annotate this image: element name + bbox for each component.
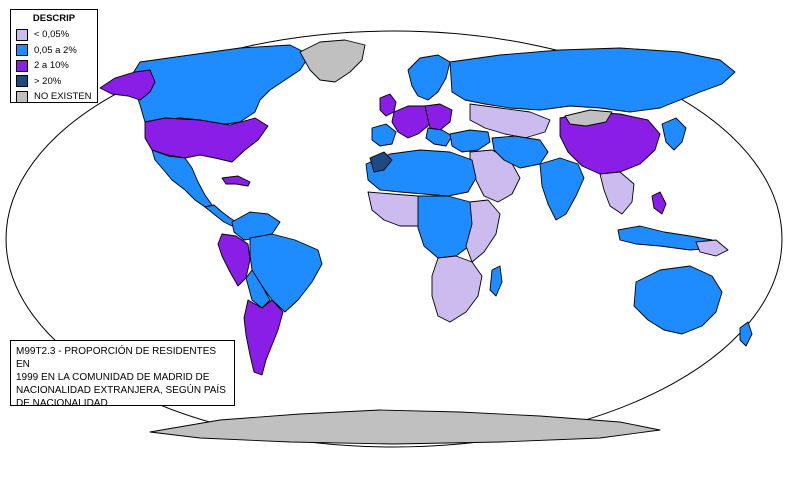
region-philippines (651, 191, 667, 215)
region-india (539, 157, 585, 221)
legend-item: > 20% (16, 74, 97, 90)
region-scandinavia (407, 54, 451, 101)
region-bolivia-paraguay (245, 269, 271, 309)
region-southeast-asia (599, 171, 635, 215)
legend-swatch (16, 90, 28, 103)
region-western-europe (391, 105, 433, 139)
legend-swatch (16, 59, 28, 72)
map-caption: M99T2.3 - PROPORCIÓN DE RESIDENTES EN 19… (10, 340, 235, 409)
caption-line: M99T2.3 - PROPORCIÓN DE RESIDENTES EN (16, 346, 217, 370)
legend-title: DESCRIP (32, 13, 76, 24)
legend-item: < 0,05% (16, 27, 97, 43)
region-australia (633, 265, 723, 335)
region-caribbean (221, 175, 251, 187)
legend-swatch (16, 28, 28, 41)
region-morocco (369, 151, 393, 173)
legend-swatch (16, 44, 28, 57)
legend-label: 0,05 a 2% (34, 44, 77, 56)
map-legend: DESCRIP < 0,05% 0,05 a 2% 2 a 10% > 20% … (10, 9, 98, 103)
region-china (559, 111, 661, 175)
region-madagascar (489, 265, 503, 297)
legend-label: NO EXISTEN (34, 91, 92, 103)
caption-line: 1999 EN LA COMUNIDAD DE MADRID DE (16, 372, 210, 383)
caption-line: NACIONALIDAD EXTRANJERA, SEGÚN PAÍS (16, 385, 226, 396)
legend-label: < 0,05% (34, 29, 70, 41)
region-greenland (299, 39, 366, 83)
legend-item: 2 a 10% (16, 58, 97, 74)
region-turkey-levant (449, 129, 491, 153)
region-papua (695, 239, 729, 257)
region-central-asia (469, 103, 551, 139)
legend-label: > 20% (34, 75, 62, 87)
region-usa (144, 117, 269, 163)
region-canada (129, 44, 311, 126)
region-russia (449, 47, 736, 113)
legend-item: NO EXISTEN (16, 89, 97, 105)
region-new-zealand (739, 321, 753, 347)
region-east-africa (465, 199, 501, 263)
region-balkans-italy (425, 127, 453, 147)
region-mongolia (564, 109, 613, 127)
region-argentina-chile (243, 299, 284, 376)
region-korea-japan (661, 117, 687, 151)
region-north-africa (365, 149, 477, 197)
region-iberia (371, 123, 397, 147)
region-central-africa (417, 195, 479, 259)
legend-swatch (16, 75, 28, 88)
caption-line: DE NACIONALIDAD (16, 398, 108, 409)
region-alaska (99, 69, 156, 101)
legend-label: 2 a 10% (34, 60, 69, 72)
region-ecuador-peru (217, 233, 251, 287)
legend-item: 0,05 a 2% (16, 43, 97, 59)
region-antarctica (149, 409, 661, 445)
region-southern-africa (431, 255, 483, 323)
